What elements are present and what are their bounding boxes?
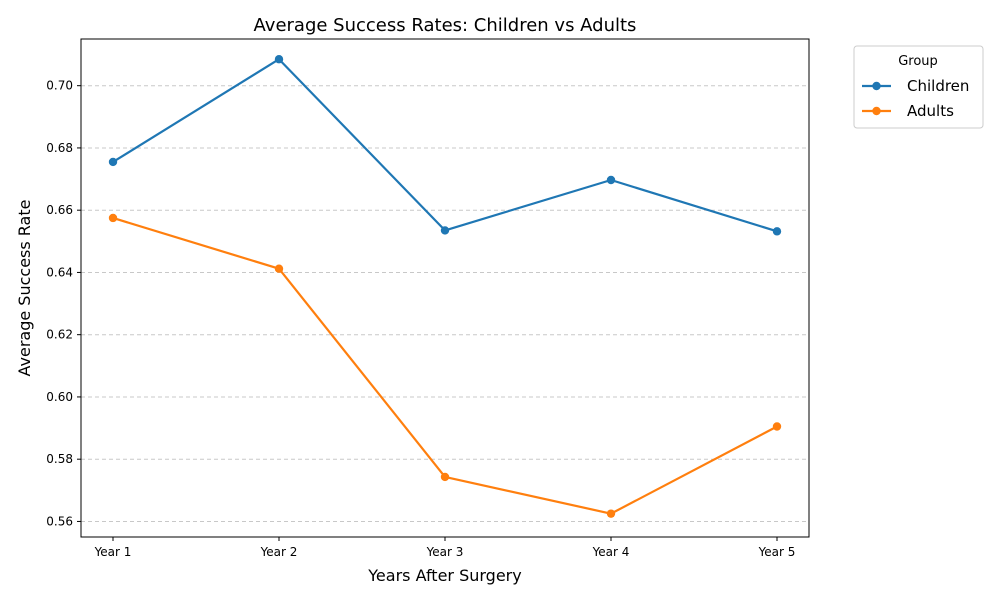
y-tick-label: 0.60 <box>46 390 73 404</box>
y-tick-label: 0.68 <box>46 141 73 155</box>
grid-lines <box>81 85 809 522</box>
series-layer <box>108 55 782 518</box>
data-point-adults <box>440 472 450 482</box>
legend-label-children: Children <box>907 77 969 95</box>
y-tick-label: 0.62 <box>46 328 73 342</box>
x-axis-label: Years After Surgery <box>367 566 521 585</box>
y-axis-ticks: 0.56 0.58 0.60 0.62 0.64 0.66 0.68 0.70 <box>46 79 81 528</box>
chart-title: Average Success Rates: Children vs Adult… <box>254 15 637 36</box>
data-point-adults <box>772 422 782 431</box>
legend-items: Children Adults <box>862 77 969 120</box>
legend-marker-children <box>872 81 881 91</box>
x-tick-label: Year 1 <box>94 545 132 559</box>
x-tick-label: Year 5 <box>758 545 796 559</box>
legend-title: Group <box>898 54 938 69</box>
legend-label-adults: Adults <box>907 102 954 120</box>
data-point-adults <box>274 264 284 273</box>
data-point-adults <box>606 509 616 518</box>
legend: Group Children Adults <box>853 45 984 129</box>
y-tick-label: 0.58 <box>46 452 73 466</box>
data-point-adults <box>108 213 118 223</box>
y-tick-label: 0.66 <box>46 203 73 217</box>
data-point-children <box>274 55 284 64</box>
x-axis-ticks: Year 1 Year 2 Year 3 Year 4 Year 5 <box>94 537 796 559</box>
y-axis-label: Average Success Rate <box>15 200 34 377</box>
y-tick-label: 0.70 <box>46 79 73 93</box>
data-point-children <box>606 175 616 185</box>
legend-box <box>853 45 984 129</box>
x-tick-label: Year 4 <box>592 545 630 559</box>
x-tick-label: Year 3 <box>426 545 464 559</box>
y-tick-label: 0.64 <box>46 265 73 279</box>
legend-marker-adults <box>872 106 881 116</box>
x-tick-label: Year 2 <box>260 545 298 559</box>
y-tick-label: 0.56 <box>46 514 73 528</box>
data-point-children <box>440 226 450 235</box>
data-point-children <box>772 227 782 236</box>
data-point-children <box>108 157 118 167</box>
